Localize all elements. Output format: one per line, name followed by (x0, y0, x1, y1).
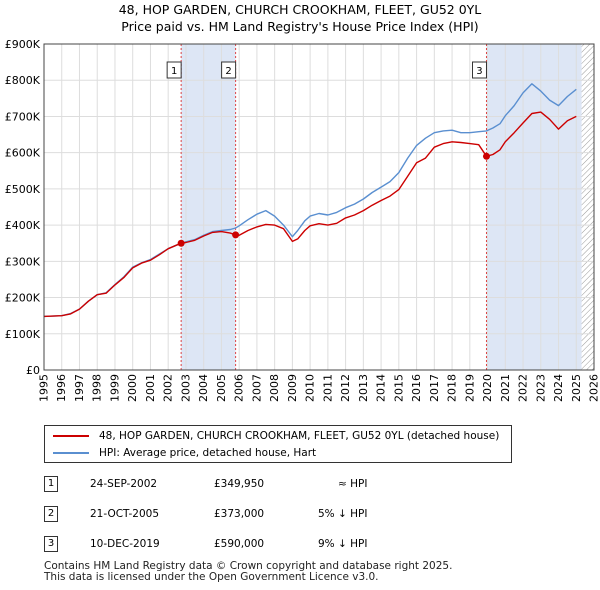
sale-point (177, 239, 185, 247)
table-row: 2 21-OCT-2005 £373,000 5% ↓ HPI (0, 506, 600, 526)
y-tick-label: £300K (5, 255, 41, 268)
chart-title: 48, HOP GARDEN, CHURCH CROOKHAM, FLEET, … (118, 2, 482, 17)
y-tick-label: £100K (5, 328, 41, 341)
x-tick-label: 2006 (233, 374, 246, 402)
x-tick-label: 2017 (428, 374, 441, 402)
x-tick-label: 2018 (446, 374, 459, 402)
legend-item-property: 48, HOP GARDEN, CHURCH CROOKHAM, FLEET, … (53, 428, 499, 444)
x-tick-label: 2010 (304, 374, 317, 402)
x-tick-label: 2019 (463, 374, 476, 402)
x-tick-label: 1998 (91, 374, 104, 402)
legend-item-hpi: HPI: Average price, detached house, Hart (53, 445, 316, 461)
sale-label-number: 1 (171, 66, 177, 77)
shaded-ownership-period (486, 44, 582, 370)
sale-hpi-comparison: 9% ↓ HPI (318, 538, 368, 550)
x-tick-label: 2005 (215, 374, 228, 402)
x-tick-label: 2024 (552, 374, 565, 402)
x-tick-label: 2012 (339, 374, 352, 402)
x-tick-label: 2016 (410, 374, 423, 402)
x-tick-label: 2021 (499, 374, 512, 402)
sale-hpi-comparison: 5% ↓ HPI (318, 508, 368, 520)
sale-label-number: 2 (225, 66, 231, 77)
x-tick-label: 1999 (108, 374, 121, 402)
sale-number-badge: 3 (44, 536, 58, 552)
footer-licence: This data is licensed under the Open Gov… (44, 571, 379, 583)
legend-label-hpi: HPI: Average price, detached house, Hart (99, 447, 317, 459)
x-tick-label: 2013 (357, 374, 370, 402)
x-tick-label: 2026 (588, 374, 600, 402)
x-tick-label: 2009 (286, 374, 299, 402)
sale-label-box (471, 61, 487, 79)
sale-date: 21-OCT-2005 (90, 508, 159, 520)
sale-price: £373,000 (214, 508, 265, 520)
sale-point (232, 231, 240, 239)
x-tick-label: 2015 (392, 374, 405, 402)
y-tick-label: £0 (26, 364, 40, 377)
sale-number-badge: 2 (44, 506, 58, 522)
sale-price: £349,950 (214, 478, 265, 490)
x-tick-label: 2025 (570, 374, 583, 402)
sale-date: 24-SEP-2002 (90, 478, 158, 490)
sale-label-box (221, 61, 237, 79)
sale-hpi-comparison: ≈ HPI (338, 478, 368, 490)
x-tick-label: 2004 (197, 374, 210, 402)
sale-point (482, 152, 490, 160)
y-tick-label: £400K (5, 219, 41, 232)
x-tick-label: 1995 (38, 374, 51, 402)
chart-subtitle: Price paid vs. HM Land Registry's House … (121, 19, 479, 34)
x-tick-label: 2001 (144, 374, 157, 402)
x-tick-label: 2020 (481, 374, 494, 402)
sale-label-number: 3 (476, 66, 482, 77)
forecast-hatch-region (581, 44, 594, 370)
sale-number-badge: 1 (44, 476, 58, 492)
plot-frame (43, 43, 595, 371)
shaded-ownership-period (181, 44, 236, 370)
x-tick-label: 2003 (179, 374, 192, 402)
y-tick-label: £800K (5, 74, 41, 87)
legend-swatch-property (53, 435, 89, 437)
x-tick-label: 2014 (375, 374, 388, 402)
series-line-property (43, 111, 577, 318)
x-tick-label: 2022 (517, 374, 530, 402)
y-tick-label: £600K (5, 147, 41, 160)
table-row: 1 24-SEP-2002 £349,950 ≈ HPI (0, 476, 600, 496)
price-chart: 1 2 3 £0 £100K £200K £300K £400K £500K £600K £700… (5, 38, 600, 402)
sale-label-box (166, 61, 182, 79)
sale-date: 10-DEC-2019 (90, 538, 160, 550)
x-tick-label: 2011 (321, 374, 334, 402)
y-tick-label: £500K (5, 183, 41, 196)
y-tick-label: £700K (5, 110, 41, 123)
x-tick-label: 2000 (126, 374, 139, 402)
x-tick-label: 2007 (250, 374, 263, 402)
footer-copyright: Contains HM Land Registry data © Crown c… (44, 560, 453, 572)
x-tick-label: 2023 (534, 374, 547, 402)
legend-swatch-hpi (53, 452, 89, 454)
table-row: 3 10-DEC-2019 £590,000 9% ↓ HPI (0, 536, 600, 556)
x-tick-label: 1996 (55, 374, 68, 402)
sale-price: £590,000 (214, 538, 265, 550)
legend-label-property: 48, HOP GARDEN, CHURCH CROOKHAM, FLEET, … (99, 430, 500, 442)
x-tick-label: 2002 (162, 374, 175, 402)
y-tick-label: £900K (5, 38, 41, 51)
x-tick-label: 2008 (268, 374, 281, 402)
y-tick-label: £200K (5, 292, 41, 305)
x-tick-label: 1997 (73, 374, 86, 402)
chart-legend: 48, HOP GARDEN, CHURCH CROOKHAM, FLEET, … (44, 425, 512, 463)
footer-attribution: Contains HM Land Registry data © Crown c… (44, 561, 452, 583)
